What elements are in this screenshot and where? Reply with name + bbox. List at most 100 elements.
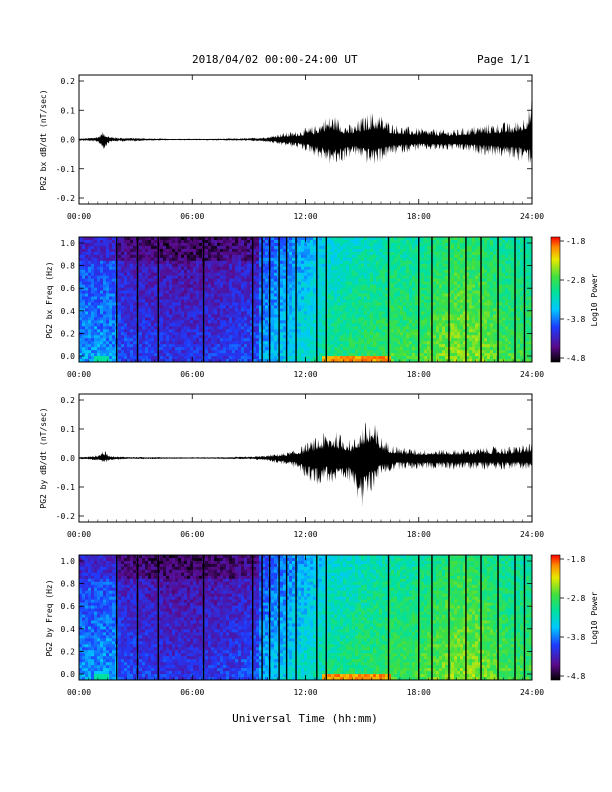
heatmap-cell [421,296,425,300]
heatmap-cell [340,272,344,277]
heatmap-cell [415,266,419,271]
heatmap-cell [190,311,194,315]
heatmap-cell [415,335,419,339]
heatmap-cell [190,251,194,256]
heatmap-cell [133,302,137,306]
heatmap-cell [145,338,149,342]
heatmap-cell [400,356,404,360]
heatmap-cell [193,359,197,363]
heatmap-cell [397,347,401,351]
heatmap-cell [319,248,323,253]
heatmap-cell [184,344,188,348]
heatmap-cell [160,245,164,250]
heatmap-cell [226,308,230,312]
heatmap-cell [235,302,239,306]
heatmap-cell [319,326,323,330]
heatmap-cell [82,350,86,354]
heatmap-cell [130,311,134,315]
heatmap-cell [301,302,305,306]
heatmap-cell [211,239,215,244]
heatmap-cell [235,296,239,300]
heatmap-cell [166,335,170,339]
heatmap-cell [205,269,209,274]
heatmap-cell [88,347,92,351]
heatmap-cell [79,356,83,360]
heatmap-cell [418,248,422,253]
heatmap-cell [160,344,164,348]
heatmap-cell [127,311,131,315]
heatmap-cell [376,257,380,262]
heatmap-cell [193,302,197,306]
heatmap-cell [397,317,401,321]
heatmap-cell [310,356,314,360]
heatmap-cell [388,341,392,345]
heatmap-cell [412,287,416,291]
heatmap-cell [355,242,359,247]
heatmap-cell [166,359,170,363]
heatmap-cell [340,257,344,262]
heatmap-cell [316,263,320,268]
heatmap-cell [298,317,302,321]
heatmap-cell [247,305,251,309]
heatmap-cell [364,356,368,360]
heatmap-cell [301,353,305,357]
heatmap-cell [139,326,143,330]
heatmap-cell [184,275,188,280]
heatmap-cell [361,296,365,300]
heatmap-cell [298,266,302,271]
heatmap-cell [79,341,83,345]
heatmap-cell [262,302,266,306]
heatmap-cell [364,296,368,300]
heatmap-cell [346,248,350,253]
heatmap-cell [79,308,83,312]
heatmap-cell [247,260,251,265]
heatmap-cell [199,248,203,253]
heatmap-cell [94,302,98,306]
heatmap-cell [427,293,431,297]
heatmap-cell [397,263,401,268]
heatmap-cell [286,353,290,357]
heatmap-cell [424,269,428,274]
heatmap-cell [118,272,122,277]
heatmap-cell [220,278,224,283]
heatmap-cell [217,302,221,306]
heatmap-cell [166,278,170,283]
heatmap-cell [262,248,266,253]
heatmap-cell [145,237,149,241]
heatmap-cell [364,284,368,288]
heatmap-cell [181,344,185,348]
heatmap-cell [337,254,341,259]
heatmap-cell [85,245,89,250]
heatmap-cell [190,305,194,309]
heatmap-cell [100,287,104,291]
heatmap-cell [271,344,275,348]
heatmap-cell [382,299,386,303]
heatmap-cell [280,248,284,253]
heatmap-cell [127,359,131,363]
heatmap-cell [283,302,287,306]
heatmap-cell [418,245,422,250]
heatmap-cell [100,305,104,309]
heatmap-cell [214,356,218,360]
heatmap-cell [265,314,269,318]
heatmap-cell [355,254,359,259]
heatmap-cell [289,353,293,357]
heatmap-cell [199,237,203,241]
heatmap-cell [292,287,296,291]
heatmap-cell [133,237,137,241]
heatmap-cell [412,326,416,330]
heatmap-cell [133,263,137,268]
heatmap-cell [328,272,332,277]
heatmap-cell [340,248,344,253]
heatmap-cell [184,278,188,283]
heatmap-cell [283,326,287,330]
heatmap-cell [322,308,326,312]
heatmap-cell [118,296,122,300]
heatmap-cell [106,266,110,271]
heatmap-cell [184,266,188,271]
heatmap-cell [385,287,389,291]
heatmap-cell [247,290,251,294]
heatmap-cell [301,341,305,345]
heatmap-cell [265,332,269,336]
heatmap-cell [211,284,215,288]
